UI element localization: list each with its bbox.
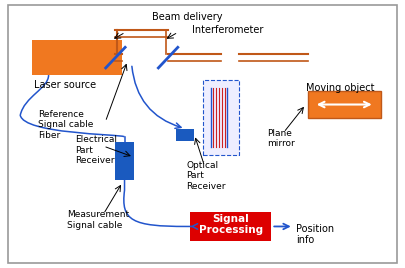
Text: Beam delivery: Beam delivery [152, 12, 222, 22]
FancyBboxPatch shape [190, 212, 271, 241]
FancyBboxPatch shape [308, 91, 381, 118]
Text: Moving object: Moving object [306, 83, 374, 93]
Text: Optical
Part
Receiver: Optical Part Receiver [186, 161, 226, 191]
FancyBboxPatch shape [176, 129, 194, 141]
FancyBboxPatch shape [32, 40, 122, 75]
Text: Position
info: Position info [296, 224, 334, 245]
FancyBboxPatch shape [8, 5, 397, 263]
Text: Electrical
Part
Receiver: Electrical Part Receiver [75, 135, 117, 165]
Text: Measurement
Signal cable: Measurement Signal cable [67, 210, 129, 230]
FancyBboxPatch shape [115, 142, 134, 180]
Text: Laser source: Laser source [34, 80, 96, 90]
FancyBboxPatch shape [202, 80, 239, 155]
Text: Interferometer: Interferometer [192, 25, 264, 35]
Text: Reference
Signal cable
Fiber: Reference Signal cable Fiber [38, 110, 94, 140]
Text: Signal
Processing: Signal Processing [199, 214, 263, 235]
Text: Plane
mirror: Plane mirror [267, 129, 295, 148]
